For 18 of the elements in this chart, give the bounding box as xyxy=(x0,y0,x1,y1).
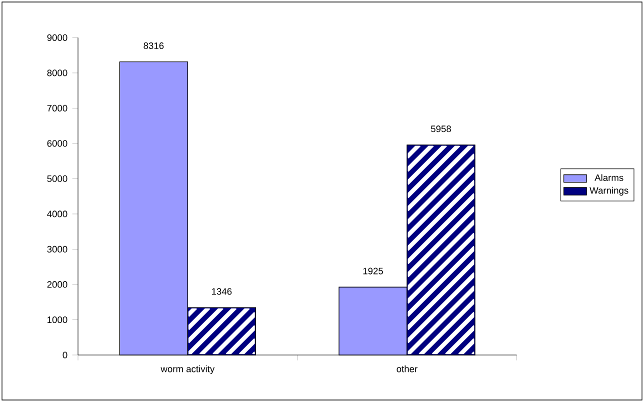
data-label: 8316 xyxy=(144,42,164,49)
y-tick-label: 2000 xyxy=(47,281,68,288)
x-tick-label: other xyxy=(396,365,418,372)
legend-label: Alarms xyxy=(594,174,624,181)
y-tick-label: 0 xyxy=(62,352,68,358)
y-tick-label: 6000 xyxy=(47,140,68,147)
y-tick-label: 7000 xyxy=(47,104,68,112)
data-label: 1925 xyxy=(363,268,383,274)
legend-label: Warnings xyxy=(590,186,628,196)
y-tick-label: 3000 xyxy=(47,246,68,253)
data-label: 1346 xyxy=(212,288,232,295)
data-label: 5958 xyxy=(430,126,451,132)
x-tick-label: worm activity xyxy=(160,365,215,374)
y-tick-label: 4000 xyxy=(47,210,68,218)
y-tick-label: 8000 xyxy=(47,70,68,76)
y-tick-label: 9000 xyxy=(47,34,68,41)
y-tick-label: 1000 xyxy=(48,316,68,324)
y-tick-label: 5000 xyxy=(47,175,68,182)
